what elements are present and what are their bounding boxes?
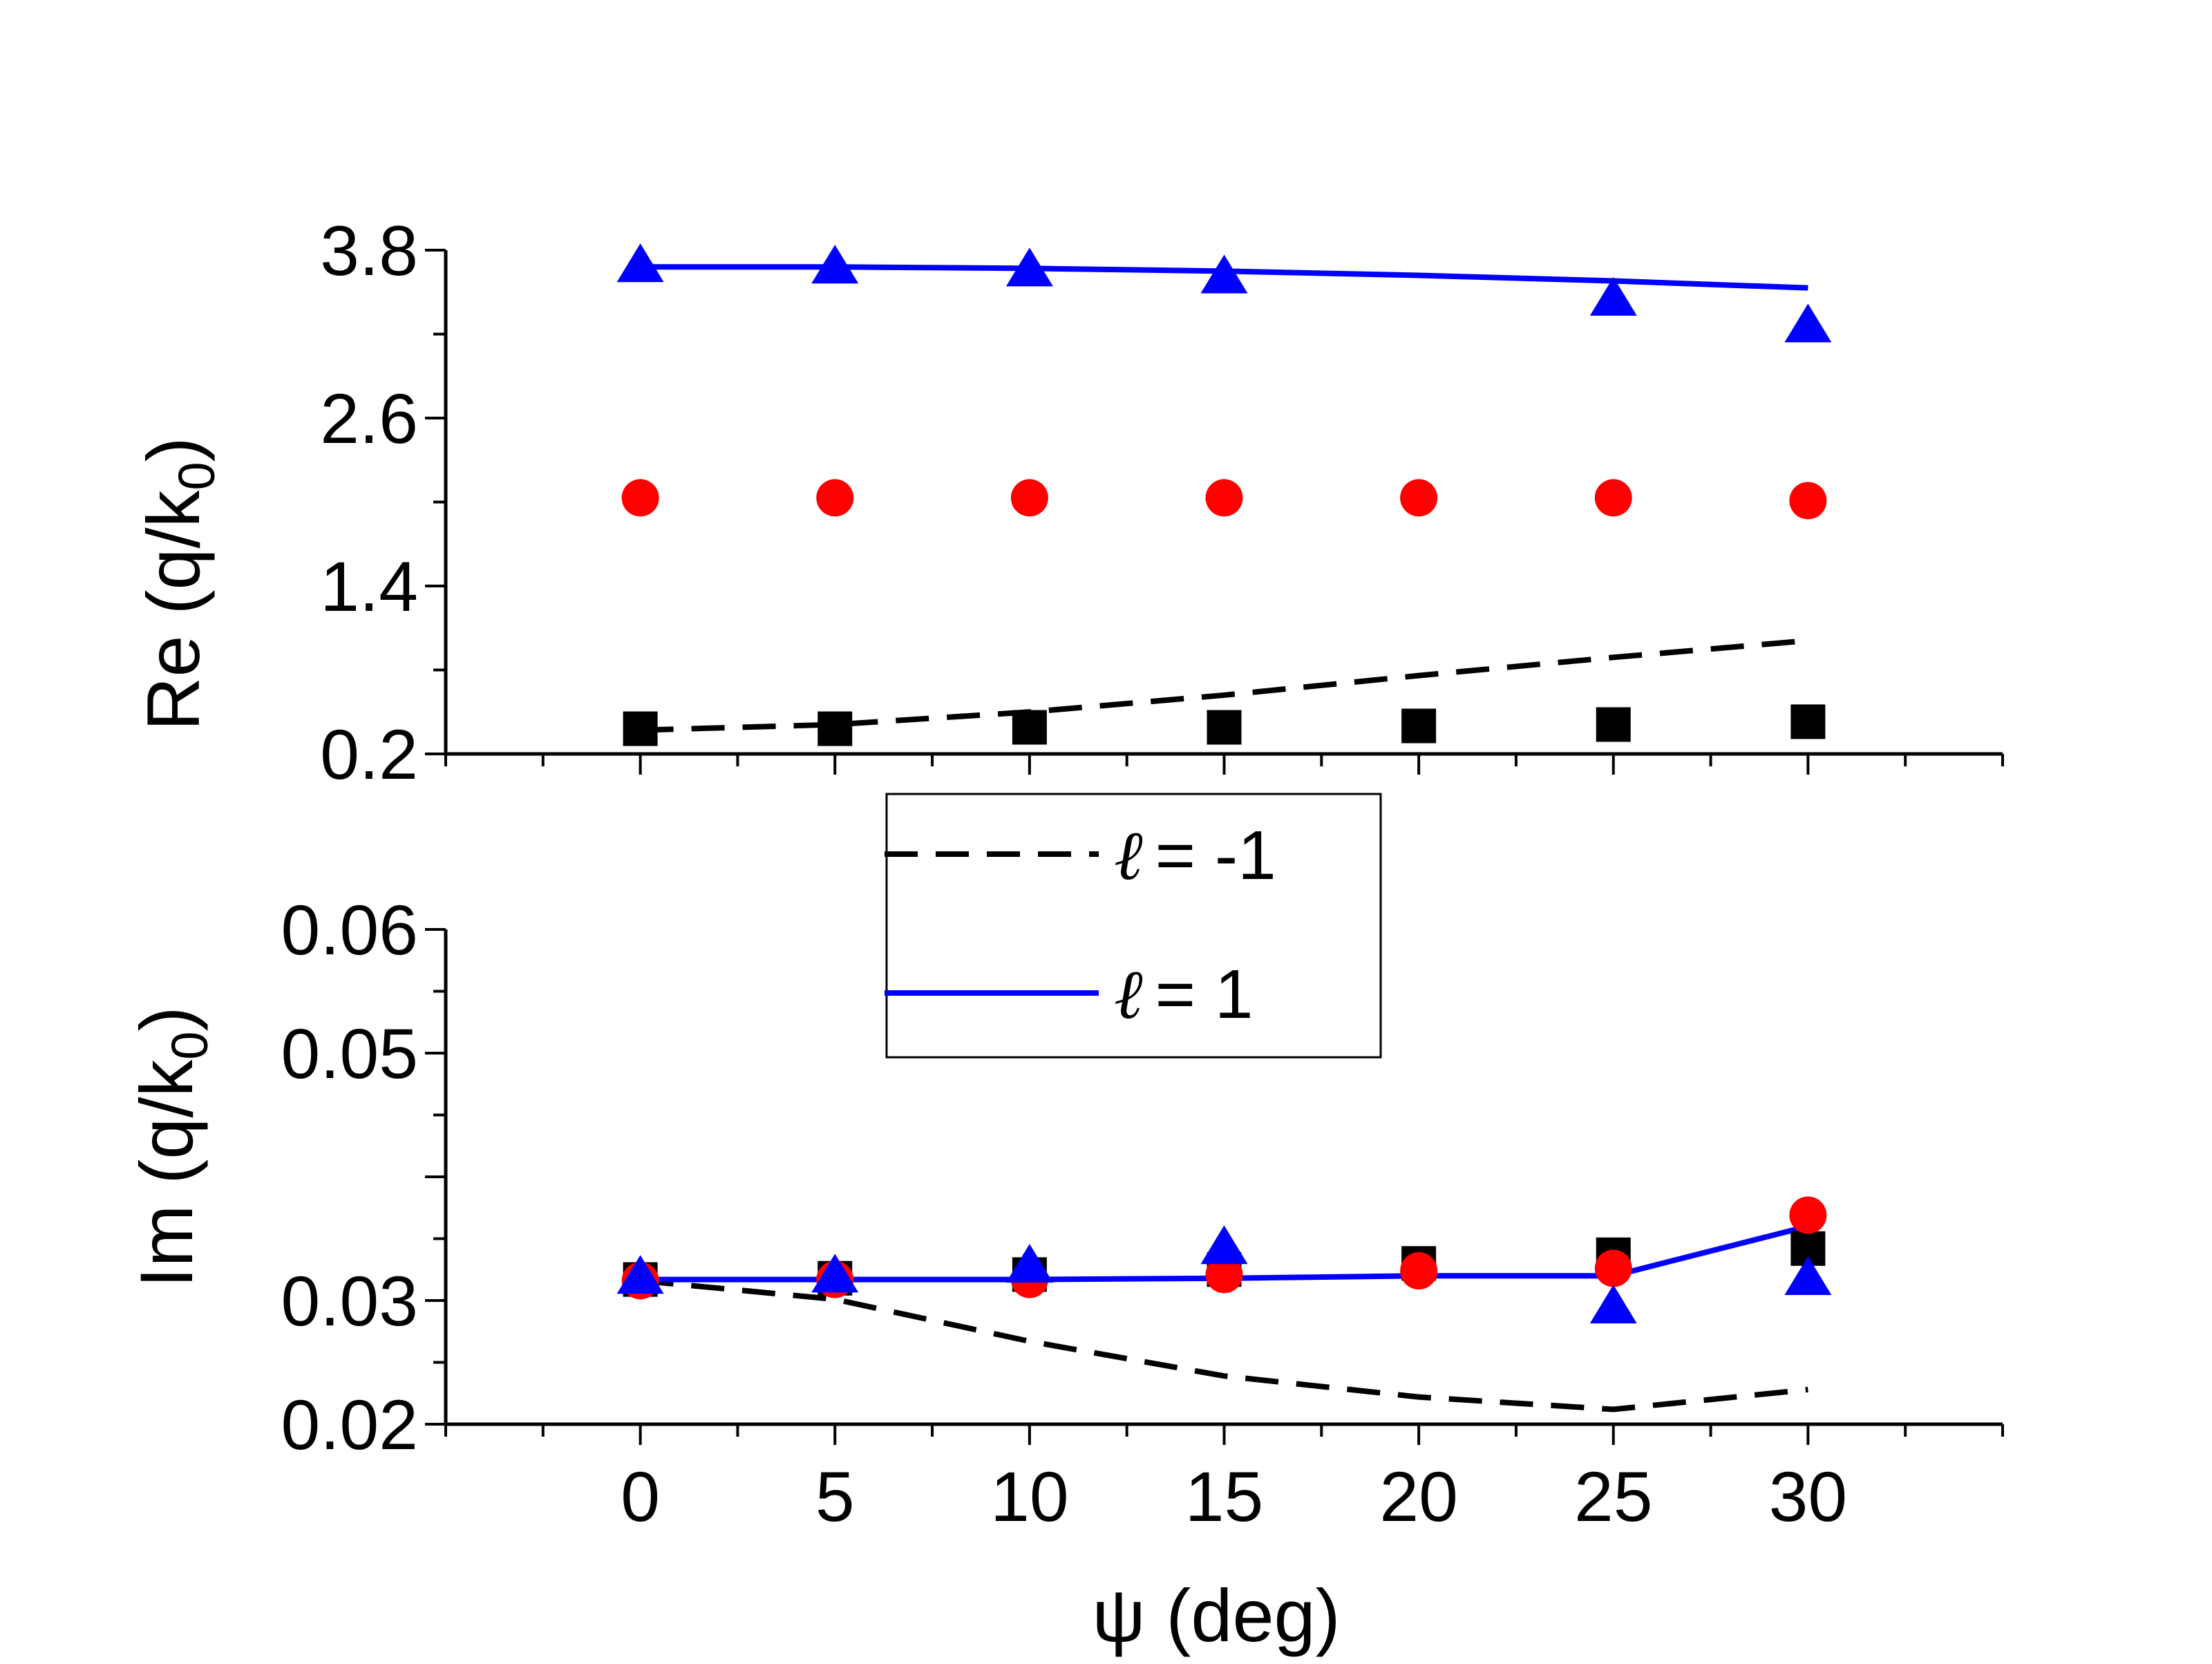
im-triangle-marker (1784, 1256, 1832, 1295)
re-square-marker (1207, 710, 1242, 745)
im-triangle-marker (1589, 1285, 1637, 1324)
im-circle-marker (1594, 1249, 1632, 1287)
im-circle-marker (1789, 1196, 1827, 1234)
im-circle-marker (1400, 1252, 1438, 1290)
im-x-tick-label: 5 (815, 1457, 855, 1536)
re-circle-marker (816, 479, 854, 517)
re-circle-marker (1010, 479, 1048, 517)
re-triangle-marker (1784, 303, 1832, 343)
re-circle-marker (1400, 479, 1438, 517)
im-circle-marker (1205, 1256, 1243, 1294)
im-ticks (425, 928, 2004, 1445)
re-circle-marker (1789, 482, 1827, 520)
re-square-marker (1012, 710, 1047, 745)
im-markers (616, 1196, 1832, 1324)
im-triangle-marker (616, 1255, 664, 1294)
re-triangle-marker (1589, 276, 1637, 316)
re-triangle-marker (811, 245, 859, 284)
re-ticks (425, 249, 2004, 775)
im-y-tick-label: 0.06 (281, 891, 418, 970)
re-square-marker (1790, 704, 1826, 739)
re-circle-marker (621, 479, 659, 517)
re-y-tick-label: 3.8 (320, 211, 418, 290)
legend-label-ell-minus-1: ℓ = -1 (1114, 817, 1276, 894)
im-tick-labels: 0.02 0.03 0.05 0.06 0 5 10 15 20 25 30 (281, 891, 1847, 1536)
re-y-tick-label: 1.4 (320, 547, 418, 626)
legend: ℓ = -1 ℓ = 1 (885, 793, 1382, 1059)
panel-im-plot: 0.02 0.03 0.05 0.06 0 5 10 15 20 25 30 Im (q/k0) ψ… (124, 891, 2004, 1657)
im-x-tick-label: 15 (1185, 1457, 1263, 1536)
legend-box (885, 793, 1382, 1059)
im-y-tick-label: 0.03 (281, 1262, 418, 1341)
re-circle-marker (1205, 479, 1243, 517)
im-triangle-marker (1200, 1225, 1248, 1265)
re-triangle-marker (616, 243, 664, 283)
re-y-axis-label: Re (q/k0) (131, 437, 225, 730)
re-square-marker (817, 711, 853, 746)
re-y-tick-label: 0.2 (320, 715, 418, 794)
re-triangle-marker (1200, 254, 1248, 294)
legend-label-ell-1: ℓ = 1 (1114, 956, 1253, 1033)
re-circle-marker (1594, 479, 1632, 517)
re-triangle-marker (1005, 247, 1053, 287)
re-markers (616, 243, 1832, 746)
im-series-line-ell-minus-1 (640, 1278, 1808, 1412)
re-y-tick-label: 2.6 (320, 379, 418, 458)
im-y-tick-label: 0.02 (281, 1386, 418, 1464)
im-x-tick-label: 0 (621, 1457, 660, 1536)
im-y-tick-label: 0.05 (281, 1014, 418, 1093)
im-y-axis-label: Im (q/k0) (124, 1006, 218, 1287)
im-x-tick-label: 30 (1769, 1457, 1847, 1536)
re-square-marker (1596, 707, 1631, 742)
im-x-tick-label: 20 (1379, 1457, 1457, 1536)
re-tick-labels: 0.2 1.4 2.6 3.8 (320, 211, 418, 794)
im-x-tick-label: 10 (990, 1457, 1068, 1536)
im-triangle-marker (1005, 1244, 1053, 1283)
x-axis-label: ψ (deg) (1092, 1573, 1340, 1657)
re-square-marker (1401, 708, 1437, 744)
re-square-marker (623, 711, 658, 746)
im-x-tick-label: 25 (1574, 1457, 1652, 1536)
panel-re-plot: 0.2 1.4 2.6 3.8 Re (q/k0) (131, 211, 2004, 794)
re-series-line-ell-minus-1 (640, 637, 1808, 733)
im-triangle-marker (811, 1254, 859, 1293)
